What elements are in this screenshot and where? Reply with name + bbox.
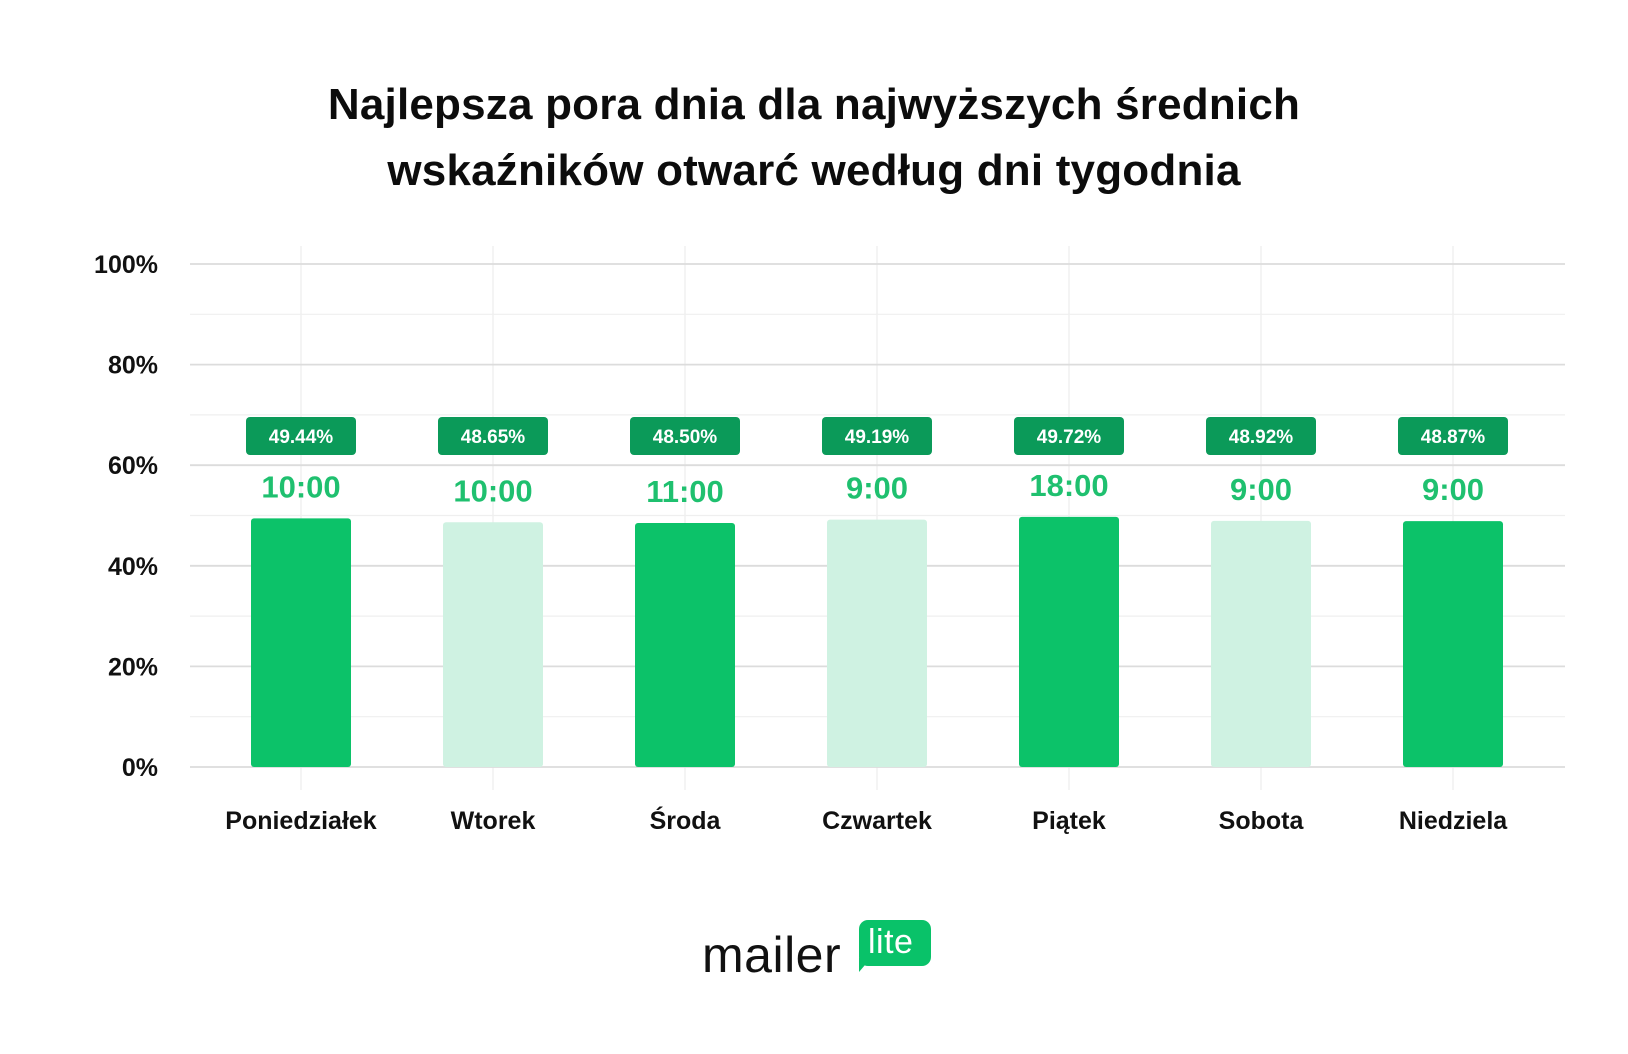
- bar: [251, 518, 351, 767]
- mailerlite-logo: mailer lite: [702, 920, 932, 990]
- time-label: 9:00: [1422, 472, 1484, 507]
- value-label: 49.44%: [269, 427, 334, 448]
- time-label: 9:00: [846, 471, 908, 506]
- chart-title: Najlepsza pora dnia dla najwyższych śred…: [0, 72, 1628, 204]
- value-badge: [1014, 417, 1124, 455]
- bar-chart: 0% 20% 40% 60% 80% 100% 10:00 49.44% Poniedziałe…: [94, 246, 1565, 835]
- y-tick-label: 0%: [122, 754, 158, 782]
- x-tick-label: Niedziela: [1399, 807, 1508, 835]
- value-badge: [630, 417, 740, 455]
- x-tick-label: Piątek: [1032, 807, 1106, 835]
- value-badge: [438, 417, 548, 455]
- logo-word: mailer: [702, 927, 842, 983]
- bar: [443, 522, 543, 767]
- y-tick-label: 100%: [94, 251, 158, 279]
- bar: [1403, 521, 1503, 767]
- y-tick-label: 60%: [108, 452, 158, 480]
- chart-title-line-1: Najlepsza pora dnia dla najwyższych śred…: [327, 80, 1301, 129]
- bar: [1211, 520, 1311, 767]
- value-label: 49.72%: [1037, 427, 1102, 448]
- value-badge: [1398, 417, 1508, 455]
- x-tick-label: Sobota: [1219, 807, 1305, 835]
- time-label: 10:00: [453, 473, 532, 508]
- value-label: 48.50%: [653, 427, 718, 448]
- value-label: 48.92%: [1229, 427, 1294, 448]
- time-label: 10:00: [261, 469, 340, 504]
- y-tick-label: 40%: [108, 553, 158, 581]
- x-tick-label: Środa: [650, 805, 722, 835]
- logo-bubble: [859, 920, 931, 966]
- value-label: 48.65%: [461, 427, 526, 448]
- x-tick-label: Poniedziałek: [225, 807, 377, 835]
- logo-bubble-tail: [859, 958, 871, 972]
- bar: [827, 519, 927, 767]
- value-label: 48.87%: [1421, 427, 1486, 448]
- value-badge: [246, 417, 356, 455]
- value-badge: [1206, 417, 1316, 455]
- chart-title-line-2: wskaźników otwarć według dni tygodnia: [387, 146, 1241, 195]
- logo-badge-text: lite: [868, 923, 914, 961]
- value-badge: [822, 417, 932, 455]
- bar: [635, 523, 735, 767]
- time-label: 11:00: [646, 474, 724, 509]
- x-tick-label: Czwartek: [822, 807, 932, 835]
- x-tick-label: Wtorek: [451, 807, 536, 835]
- time-label: 18:00: [1029, 468, 1108, 503]
- bar: [1019, 516, 1119, 767]
- time-label: 9:00: [1230, 472, 1292, 507]
- y-tick-label: 20%: [108, 653, 158, 681]
- y-tick-label: 80%: [108, 352, 158, 380]
- value-label: 49.19%: [845, 427, 910, 448]
